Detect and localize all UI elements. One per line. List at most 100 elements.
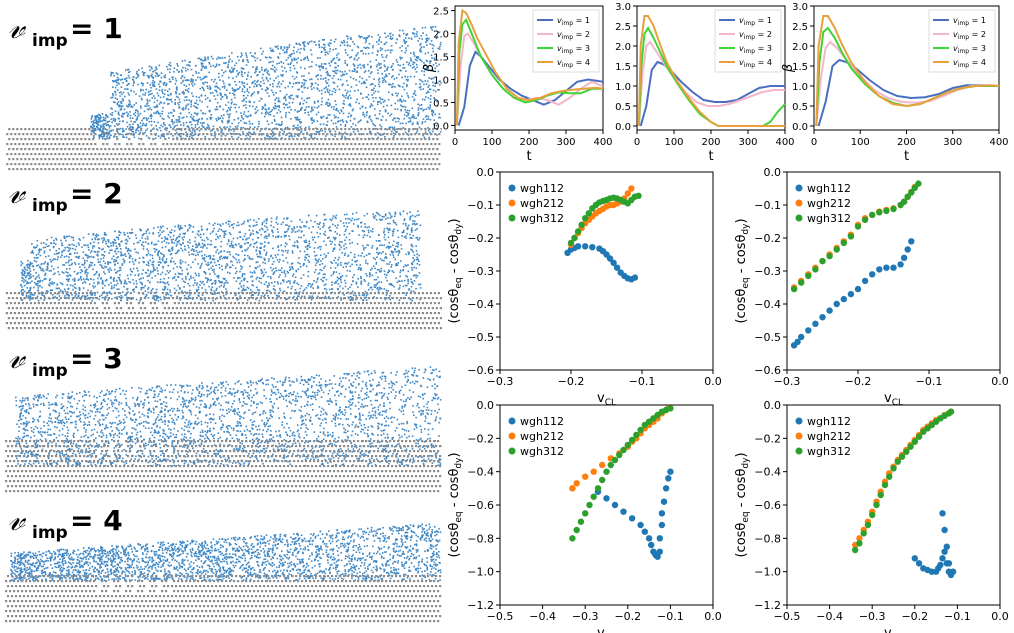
series-line — [455, 17, 603, 126]
data-point — [856, 540, 863, 547]
data-point — [908, 238, 915, 245]
data-point — [586, 501, 593, 509]
data-point — [616, 451, 623, 459]
legend-label: wgh212 — [807, 430, 851, 443]
data-point — [869, 271, 876, 278]
chart-5: −0.3 −0.2 −0.1 0.0 0.0 −0.1 −0.2 −0.3 −0.4 −0.5 −0… — [734, 166, 1009, 408]
velocity-label-value: = 3 — [70, 342, 123, 375]
data-point — [569, 485, 576, 492]
y-axis-label: (cosθeq - cosθdy) — [447, 218, 464, 323]
legend-label: wgh112 — [807, 415, 851, 428]
chart-3: 0 100 200 300 400 0.0 0.5 1.0 1.5 2.0 2.5 3.0 t β vimp… — [781, 2, 1009, 164]
data-point — [915, 180, 922, 187]
y-tick-label: 3.0 — [615, 2, 631, 13]
chart-6: −0.5 −0.4 −0.3 −0.2 −0.1 0.0 0.0 −0.2 −0.4 −0.6 −0… — [447, 399, 722, 633]
velocity-label-value: = 2 — [70, 177, 123, 210]
x-tick-label: 0.0 — [704, 375, 722, 388]
chart-4: −0.3 −0.2 −0.1 0.0 0.0 −0.1 −0.2 −0.3 −0.4 −0.5 −0… — [447, 166, 722, 408]
velocity-label-sub: imp — [32, 523, 68, 543]
legend-label: vimp = 4 — [953, 58, 986, 69]
data-point — [660, 498, 668, 505]
data-point — [611, 456, 619, 464]
data-point — [667, 468, 674, 475]
data-point — [833, 246, 840, 253]
y-tick-label: 3.0 — [792, 2, 808, 13]
y-tick-label: 0.0 — [792, 122, 808, 133]
legend-label: vimp = 2 — [953, 30, 986, 41]
data-point — [840, 295, 847, 303]
x-tick-label: 400 — [775, 137, 794, 148]
data-point — [577, 518, 585, 525]
data-point — [883, 264, 890, 271]
legend-label: vimp = 1 — [739, 16, 772, 27]
legend-label: vimp = 3 — [739, 44, 772, 55]
data-point — [628, 515, 636, 522]
x-tick-label: 300 — [738, 137, 757, 148]
y-tick-label: 0.0 — [615, 122, 631, 133]
y-axis-label: (cosθeq - cosθdy) — [734, 218, 751, 323]
x-tick-label: 100 — [482, 137, 501, 148]
data-point — [582, 243, 589, 250]
y-tick-label: −0.1 — [467, 199, 494, 212]
y-tick-label: 1.5 — [433, 53, 449, 64]
x-tick-label: −0.1 — [629, 375, 656, 388]
droplet-panel: 𝓋 imp = 3 — [5, 337, 442, 493]
data-point — [648, 541, 655, 549]
y-tick-label: −0.3 — [467, 265, 494, 278]
data-point — [590, 468, 597, 475]
droplet-panel: 𝓋 imp = 1 — [6, 7, 442, 171]
data-point — [890, 205, 897, 213]
x-tick-label: 400 — [593, 137, 612, 148]
data-point — [582, 215, 589, 222]
legend-swatch — [795, 447, 803, 455]
x-axis-label: vCL — [884, 391, 903, 408]
legend-label: wgh312 — [520, 445, 564, 458]
data-point — [613, 264, 621, 271]
y-tick-label: 1.5 — [615, 62, 631, 73]
velocity-label-sub: imp — [32, 361, 68, 381]
legend-label: vimp = 1 — [557, 16, 590, 27]
y-tick-label: −0.6 — [754, 499, 781, 512]
y-axis-label: β — [422, 64, 437, 73]
y-tick-label: 0.5 — [433, 98, 449, 109]
data-point — [620, 508, 627, 515]
x-tick-label: 300 — [943, 137, 962, 148]
data-point — [589, 244, 596, 251]
data-point — [571, 234, 578, 242]
data-point — [876, 209, 883, 216]
legend-label: vimp = 2 — [557, 30, 590, 41]
data-point — [941, 548, 948, 555]
data-point — [628, 436, 636, 444]
data-point — [943, 543, 950, 550]
y-axis-label: (cosθeq - cosθdy) — [447, 452, 464, 557]
y-tick-label: 0.0 — [433, 121, 449, 132]
legend-label: wgh312 — [807, 445, 851, 458]
data-point — [881, 481, 889, 489]
data-point — [603, 468, 610, 475]
data-point — [900, 254, 908, 261]
legend-label: wgh212 — [520, 197, 564, 210]
plot-frame — [786, 404, 1001, 606]
data-point — [603, 495, 610, 502]
velocity-label: 𝓋 — [8, 172, 27, 212]
data-point — [645, 418, 653, 425]
data-point — [947, 408, 955, 415]
data-point — [860, 530, 867, 537]
x-tick-label: −0.1 — [944, 610, 971, 623]
y-tick-label: −1.2 — [467, 599, 494, 612]
x-tick-label: −0.5 — [774, 610, 801, 623]
x-tick-label: −0.3 — [774, 375, 801, 388]
data-point — [861, 216, 869, 223]
y-tick-label: 2.0 — [433, 30, 449, 41]
x-tick-label: −0.2 — [558, 375, 585, 388]
series-line — [637, 15, 785, 127]
y-tick-label: 1.0 — [615, 82, 631, 93]
series-line — [817, 58, 1000, 127]
data-point — [805, 327, 812, 334]
data-point — [610, 259, 617, 266]
y-tick-label: 0.0 — [764, 166, 782, 179]
x-tick-label: 200 — [519, 137, 538, 148]
data-point — [578, 221, 585, 228]
legend-swatch — [508, 184, 516, 192]
